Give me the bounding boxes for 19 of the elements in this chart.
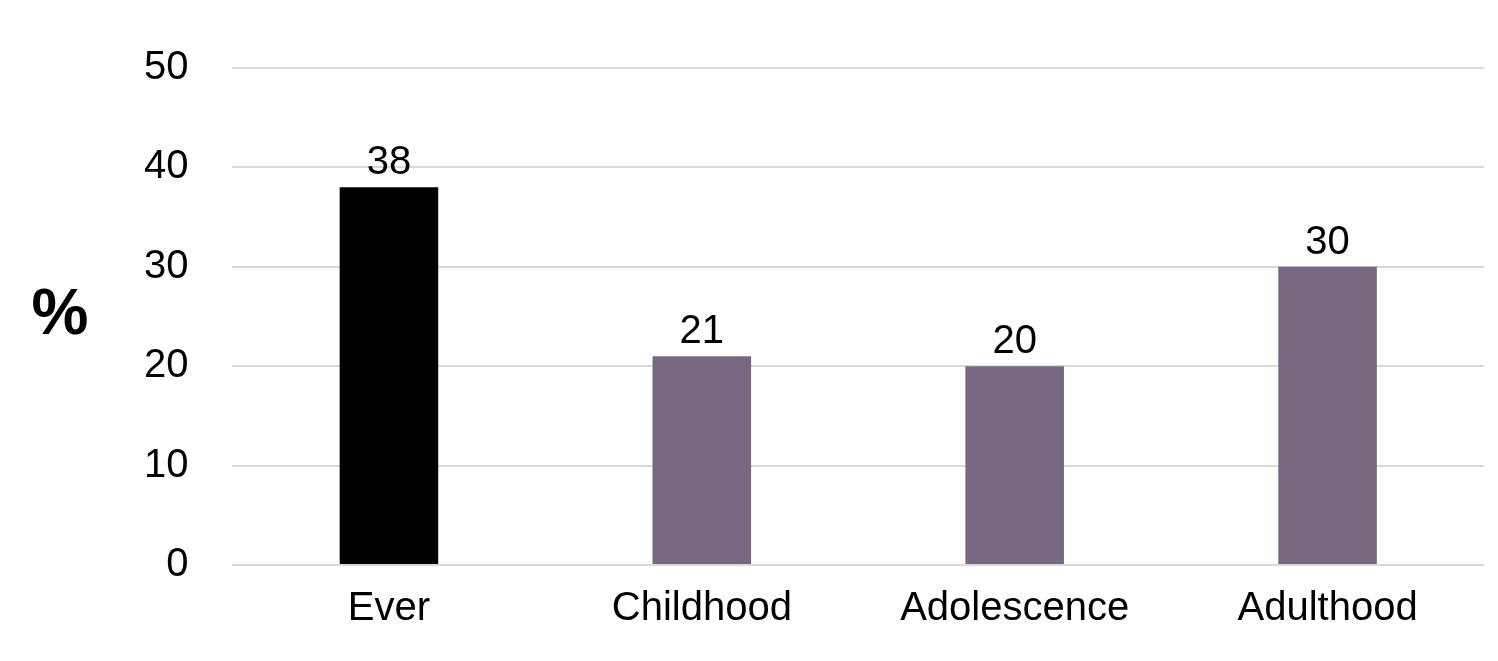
y-tick-label: 30 (143, 241, 189, 286)
bar (965, 366, 1064, 564)
y-tick-label: 40 (143, 142, 189, 187)
data-label: 21 (679, 307, 725, 352)
data-label: 30 (1305, 217, 1350, 262)
y-tick-label: 0 (166, 540, 189, 585)
x-tick-label: Adulthood (1237, 584, 1418, 629)
data-label: 38 (366, 138, 412, 183)
bar (1278, 266, 1377, 564)
bar (652, 356, 752, 564)
data-label: 20 (992, 317, 1037, 362)
y-tick-label: 10 (143, 440, 189, 485)
x-tick-label: Childhood (611, 584, 792, 629)
y-tick-label: 50 (143, 43, 189, 88)
bar (339, 187, 439, 564)
y-tick-label: 20 (143, 341, 189, 386)
y-axis-title: % (31, 276, 89, 349)
x-tick-label: Adolescence (900, 584, 1130, 629)
x-tick-label: Ever (347, 584, 431, 629)
